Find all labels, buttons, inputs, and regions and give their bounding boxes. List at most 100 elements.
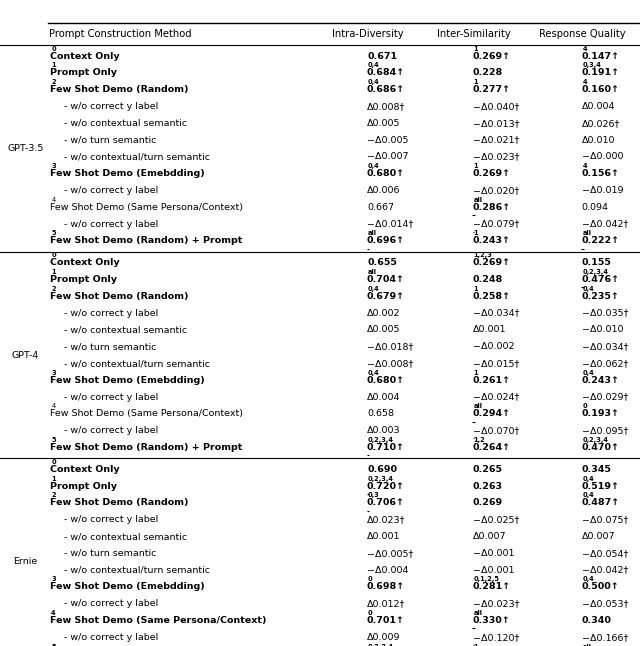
Text: 0.243↑: 0.243↑ [472,236,510,245]
Text: Δ0.009: Δ0.009 [367,633,401,642]
Text: Δ0.001: Δ0.001 [473,326,506,335]
Text: −Δ0.035†: −Δ0.035† [582,309,628,318]
Text: - w/o contextual semantic: - w/o contextual semantic [64,326,187,335]
Text: 0.277↑: 0.277↑ [472,85,511,94]
Text: 0.340: 0.340 [582,616,612,625]
Text: Δ0.004: Δ0.004 [582,102,615,111]
Text: all: all [368,231,377,236]
Text: −Δ0.095†: −Δ0.095† [582,426,628,435]
Text: 0.696↑: 0.696↑ [367,236,405,245]
Text: Δ0.007: Δ0.007 [473,532,506,541]
Text: 0.704↑: 0.704↑ [367,275,404,284]
Text: −Δ0.070†: −Δ0.070† [473,426,519,435]
Text: −Δ0.015†: −Δ0.015† [473,359,519,368]
Text: 0: 0 [51,252,56,258]
Text: 0: 0 [582,403,587,410]
Text: −Δ0.002: −Δ0.002 [473,342,515,351]
Text: 2: 2 [51,79,56,85]
Text: all: all [474,197,483,203]
Text: −Δ0.024†: −Δ0.024† [473,393,519,402]
Text: 0.686↑: 0.686↑ [367,85,405,94]
Text: - w/o turn semantic: - w/o turn semantic [64,549,156,558]
Text: 0.671: 0.671 [367,52,397,61]
Text: 0.261↑: 0.261↑ [472,376,511,385]
Text: 4: 4 [582,163,587,169]
Text: Context Only: Context Only [50,52,120,61]
Text: 1: 1 [474,643,478,646]
Text: Δ0.026†: Δ0.026† [582,119,620,128]
Text: −Δ0.001: −Δ0.001 [473,566,515,575]
Text: 0,4: 0,4 [582,475,594,482]
Text: all: all [582,643,591,646]
Text: 0,2,3,4: 0,2,3,4 [368,437,394,443]
Text: - w/o correct y label: - w/o correct y label [64,220,158,229]
Text: −Δ0.021†: −Δ0.021† [473,136,519,145]
Text: 1: 1 [51,475,56,482]
Text: Δ0.004: Δ0.004 [367,393,401,402]
Text: - w/o contextual/turn semantic: - w/o contextual/turn semantic [64,359,210,368]
Text: −Δ0.013†: −Δ0.013† [473,119,520,128]
Text: Few Shot Demo (Random) + Prompt: Few Shot Demo (Random) + Prompt [50,443,243,452]
Text: 0.679↑: 0.679↑ [367,292,405,301]
Text: 0,2,3,4: 0,2,3,4 [582,437,609,443]
Text: −Δ0.025†: −Δ0.025† [473,516,519,525]
Text: Few Shot Demo (Random) + Prompt: Few Shot Demo (Random) + Prompt [50,236,243,245]
Text: 0,1,2,5: 0,1,2,5 [474,576,499,583]
Text: 0.345: 0.345 [582,465,612,474]
Text: 0.684↑: 0.684↑ [367,68,405,78]
Text: 1: 1 [51,63,56,68]
Text: Ernie: Ernie [13,557,38,567]
Text: 1: 1 [474,370,478,376]
Text: 4: 4 [51,197,56,203]
Text: GPT-4: GPT-4 [12,351,39,360]
Text: 0.191↑: 0.191↑ [581,68,620,78]
Text: −Δ0.054†: −Δ0.054† [582,549,628,558]
Text: −Δ0.062†: −Δ0.062† [582,359,628,368]
Text: −Δ0.020†: −Δ0.020† [473,186,519,195]
Text: −Δ0.120†: −Δ0.120† [473,633,519,642]
Text: Few Shot Demo (Random): Few Shot Demo (Random) [50,499,188,508]
Text: 0.269↑: 0.269↑ [472,258,511,267]
Text: 0.156↑: 0.156↑ [581,169,619,178]
Text: 0: 0 [368,610,372,616]
Text: −Δ0.053†: −Δ0.053† [582,599,628,609]
Text: 0.265: 0.265 [473,465,503,474]
Text: 0.698↑: 0.698↑ [367,583,405,592]
Text: −Δ0.010: −Δ0.010 [582,326,623,335]
Text: −Δ0.042†: −Δ0.042† [582,566,628,575]
Text: 4: 4 [51,403,56,410]
Text: Few Shot Demo (Same Persona/Context): Few Shot Demo (Same Persona/Context) [50,410,243,419]
Text: Δ0.003: Δ0.003 [367,426,401,435]
Text: 0.281↑: 0.281↑ [472,583,511,592]
Text: 4: 4 [51,610,56,616]
Text: Few Shot Demo (Emebdding): Few Shot Demo (Emebdding) [50,583,205,592]
Text: 0,4: 0,4 [368,370,380,376]
Text: 0,4: 0,4 [368,286,380,292]
Text: 0.330↑: 0.330↑ [472,616,510,625]
Text: −Δ0.075†: −Δ0.075† [582,516,628,525]
Text: 1,2,3: 1,2,3 [474,252,492,258]
Text: 0.706↑: 0.706↑ [367,499,404,508]
Text: 0.487↑: 0.487↑ [581,499,620,508]
Text: 0.710↑: 0.710↑ [367,443,404,452]
Text: Δ0.023†: Δ0.023† [367,516,406,525]
Text: - w/o correct y label: - w/o correct y label [64,599,158,609]
Text: −Δ0.029†: −Δ0.029† [582,393,628,402]
Text: 0.269↑: 0.269↑ [472,169,511,178]
Text: Context Only: Context Only [50,465,120,474]
Text: Δ0.010: Δ0.010 [582,136,615,145]
Text: all: all [474,403,483,410]
Text: 0.235↑: 0.235↑ [581,292,619,301]
Text: - w/o correct y label: - w/o correct y label [64,633,158,642]
Text: 0.519↑: 0.519↑ [581,482,619,491]
Text: 0.094: 0.094 [582,203,609,212]
Text: −Δ0.166†: −Δ0.166† [582,633,628,642]
Text: −Δ0.014†: −Δ0.014† [367,220,413,229]
Text: 1: 1 [474,46,478,52]
Text: Response Quality: Response Quality [539,29,626,39]
Text: 0.147↑: 0.147↑ [581,52,620,61]
Text: 0.155: 0.155 [582,258,612,267]
Text: 0,4: 0,4 [582,576,594,583]
Text: Few Shot Demo (Emebdding): Few Shot Demo (Emebdding) [50,169,205,178]
Text: Few Shot Demo (Emebdding): Few Shot Demo (Emebdding) [50,376,205,385]
